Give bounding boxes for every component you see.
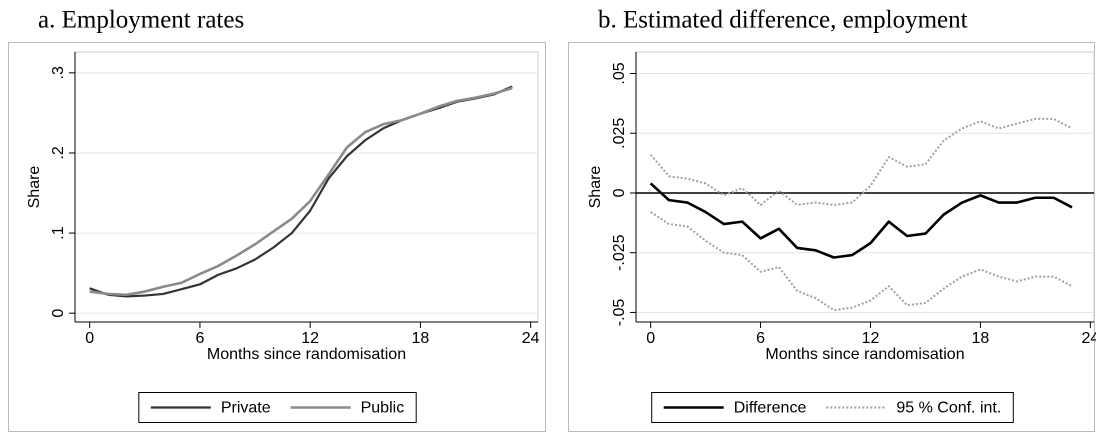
x-tick-label: 18 bbox=[972, 330, 990, 347]
plot-area bbox=[635, 51, 1095, 323]
legend-label: Difference bbox=[734, 400, 807, 417]
x-tick-label: 6 bbox=[195, 330, 204, 347]
x-tick-label: 0 bbox=[646, 330, 655, 347]
x-tick-label: 18 bbox=[412, 330, 430, 347]
x-tick-label: 24 bbox=[1081, 330, 1096, 347]
legend-label: Public bbox=[361, 400, 405, 417]
y-tick-label: 0 bbox=[50, 309, 67, 318]
legend-label: Private bbox=[221, 400, 271, 417]
series-line bbox=[89, 86, 513, 297]
x-axis-label: Months since randomisation bbox=[207, 346, 406, 363]
x-tick-label: 0 bbox=[85, 330, 94, 347]
y-tick-label: .2 bbox=[50, 146, 67, 159]
y-tick-label: .05 bbox=[611, 62, 628, 84]
y-tick-label: -.025 bbox=[611, 234, 628, 271]
series-line bbox=[89, 85, 513, 298]
panel-title: a. Employment rates bbox=[38, 7, 244, 34]
y-axis-label: Share bbox=[587, 166, 604, 209]
x-tick-label: 12 bbox=[301, 330, 319, 347]
y-tick-label: .025 bbox=[611, 118, 628, 149]
panel-title: b. Estimated difference, employment bbox=[598, 7, 968, 34]
legend: Difference 95 % Conf. int. bbox=[651, 392, 1014, 423]
y-axis-label: Share bbox=[26, 166, 43, 209]
y-tick-label: 0 bbox=[611, 188, 628, 197]
legend-label: 95 % Conf. int. bbox=[896, 400, 1001, 417]
series-line bbox=[650, 211, 1073, 312]
y-tick-label: -.05 bbox=[611, 299, 628, 327]
x-tick-label: 24 bbox=[522, 330, 540, 347]
y-tick-label: .3 bbox=[50, 66, 67, 79]
y-tick-label: .1 bbox=[50, 226, 67, 239]
series-line bbox=[649, 182, 1073, 259]
x-tick-label: 12 bbox=[862, 330, 880, 347]
x-axis-label: Months since randomisation bbox=[765, 346, 964, 363]
legend: Private Public bbox=[138, 392, 417, 423]
x-tick-label: 6 bbox=[756, 330, 765, 347]
plot-area bbox=[74, 51, 539, 323]
